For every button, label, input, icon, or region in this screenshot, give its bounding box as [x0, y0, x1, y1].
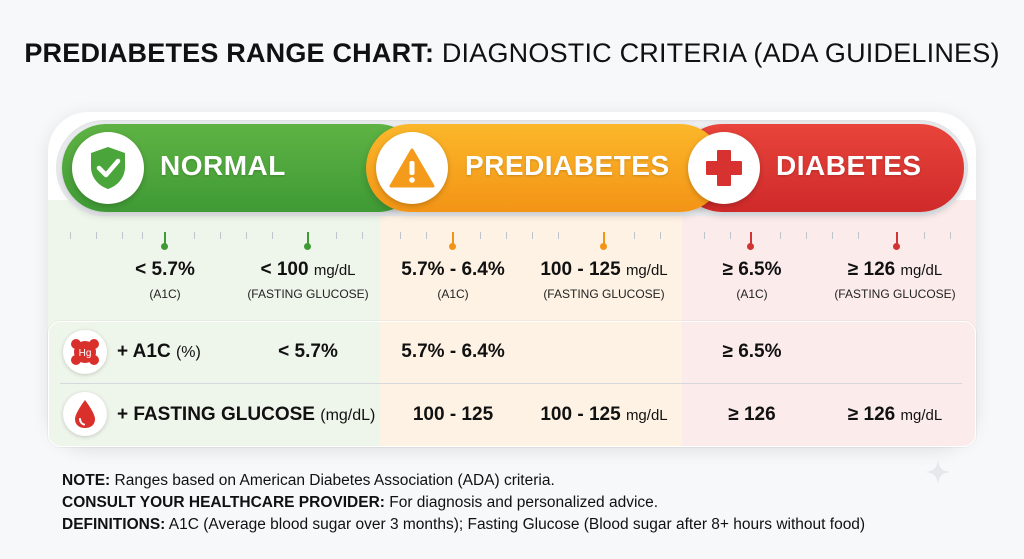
- tick-dia-a1c: [750, 232, 752, 246]
- threshold-value: < 5.7%: [135, 259, 195, 280]
- notes: NOTE: Ranges based on American Diabetes …: [62, 470, 865, 536]
- warning-icon: [376, 132, 448, 204]
- a1c-normal-cell: < 5.7%: [278, 341, 338, 362]
- threshold-value: ≥ 126 mg/dL: [847, 259, 943, 280]
- medical-cross-icon: [688, 132, 760, 204]
- threshold-caption: (A1C): [437, 287, 469, 301]
- criteria-table: [48, 321, 976, 447]
- threshold-value: 100 - 125 mg/dL: [540, 259, 668, 280]
- tick-dot: [161, 243, 168, 250]
- a1c-diabetes-cell: ≥ 6.5%: [722, 341, 782, 362]
- threshold-caption: (FASTING GLUCOSE): [834, 287, 956, 301]
- shield-check-icon: [72, 132, 144, 204]
- tick-pre-glucose: [603, 232, 605, 246]
- threshold-value: 5.7% - 6.4%: [401, 259, 505, 280]
- page-title: PREDIABETES RANGE CHART: DIAGNOSTIC CRIT…: [0, 38, 1024, 69]
- tick-dot: [449, 243, 456, 250]
- diabetes-zone: [682, 200, 976, 446]
- tick-dot: [304, 243, 311, 250]
- blood-drop-icon: [63, 392, 107, 436]
- note-line: NOTE: Ranges based on American Diabetes …: [62, 472, 555, 489]
- title-bold: PREDIABETES RANGE CHART:: [24, 38, 435, 68]
- threshold-caption: (FASTING GLUCOSE): [543, 287, 665, 301]
- tick-normal-glucose: [307, 232, 309, 246]
- sparkle-icon: [925, 459, 951, 485]
- tick-dot: [893, 243, 900, 250]
- threshold-value: < 100 mg/dL: [260, 259, 356, 280]
- glucose-diabetes-cell: ≥ 126: [728, 404, 776, 425]
- svg-text:Hg: Hg: [79, 348, 92, 359]
- threshold-caption: (FASTING GLUCOSE): [247, 287, 369, 301]
- tick-dia-glucose: [896, 232, 898, 246]
- threshold-caption: (A1C): [736, 287, 768, 301]
- threshold-value: ≥ 6.5%: [722, 259, 782, 280]
- glucose-normal-cell: 100 - 125: [412, 404, 494, 425]
- diabetes-label: DIABETES: [776, 150, 922, 181]
- threshold-caption: (A1C): [149, 287, 181, 301]
- tick-normal-a1c: [164, 232, 166, 246]
- prediabetes-zone: [380, 200, 682, 446]
- row-divider: [60, 383, 962, 384]
- a1c-prediabetes-cell: 5.7% - 6.4%: [401, 341, 505, 362]
- tick-dot: [600, 243, 607, 250]
- prediabetes-label: PREDIABETES: [465, 150, 670, 181]
- glucose-diabetes-cell-2: ≥ 126 mg/dL: [847, 404, 943, 425]
- glucose-prediabetes-cell: 100 - 125 mg/dL: [540, 404, 668, 425]
- hemoglobin-icon: Hg: [63, 330, 107, 374]
- glucose-row-label: + FASTING GLUCOSE (mg/dL): [117, 404, 376, 425]
- tick-pre-a1c: [452, 232, 454, 246]
- note-line: DEFINITIONS: A1C (Average blood sugar ov…: [62, 516, 866, 533]
- note-line: CONSULT YOUR HEALTHCARE PROVIDER: For di…: [62, 494, 659, 511]
- tick-dot: [747, 243, 754, 250]
- title-light: DIAGNOSTIC CRITERIA (ADA GUIDELINES): [441, 38, 1000, 68]
- normal-label: NORMAL: [160, 150, 286, 181]
- a1c-row-label: + A1C (%): [117, 341, 201, 362]
